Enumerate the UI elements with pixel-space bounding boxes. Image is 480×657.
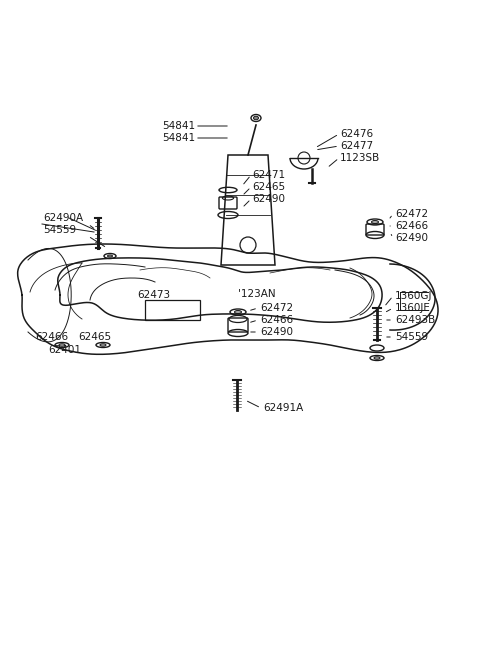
Text: 62465: 62465	[252, 182, 285, 192]
Text: 62490: 62490	[260, 327, 293, 337]
Ellipse shape	[253, 116, 259, 120]
Text: 62490: 62490	[252, 194, 285, 204]
Text: 62466: 62466	[35, 332, 68, 342]
Text: 62466: 62466	[395, 221, 428, 231]
Text: 54559: 54559	[395, 332, 428, 342]
Bar	[145, 300, 200, 320]
Text: 54841: 54841	[162, 133, 195, 143]
Text: 1360JE: 1360JE	[395, 303, 431, 313]
Text: 62490: 62490	[395, 233, 428, 243]
Text: 62465: 62465	[78, 332, 111, 342]
Text: 62472: 62472	[395, 209, 428, 219]
Text: 62472: 62472	[260, 303, 293, 313]
Text: 62491A: 62491A	[263, 403, 303, 413]
Text: 62466: 62466	[260, 315, 293, 325]
Text: 62477: 62477	[340, 141, 373, 151]
Text: 54559: 54559	[43, 225, 76, 235]
Text: 62493B: 62493B	[395, 315, 435, 325]
Text: 62476: 62476	[340, 129, 373, 139]
Ellipse shape	[235, 311, 241, 313]
Text: 1360GJ: 1360GJ	[395, 291, 432, 301]
Text: 1123SB: 1123SB	[340, 153, 380, 163]
Text: 54841: 54841	[162, 121, 195, 131]
Text: 62473: 62473	[137, 290, 170, 300]
Ellipse shape	[374, 357, 380, 359]
Ellipse shape	[372, 221, 379, 223]
Text: '123AN: '123AN	[238, 289, 276, 299]
Ellipse shape	[100, 344, 106, 346]
Text: 62490A: 62490A	[43, 213, 83, 223]
Text: 62401: 62401	[48, 345, 81, 355]
Text: 62471: 62471	[252, 170, 285, 180]
Ellipse shape	[59, 344, 65, 346]
Ellipse shape	[108, 255, 112, 257]
